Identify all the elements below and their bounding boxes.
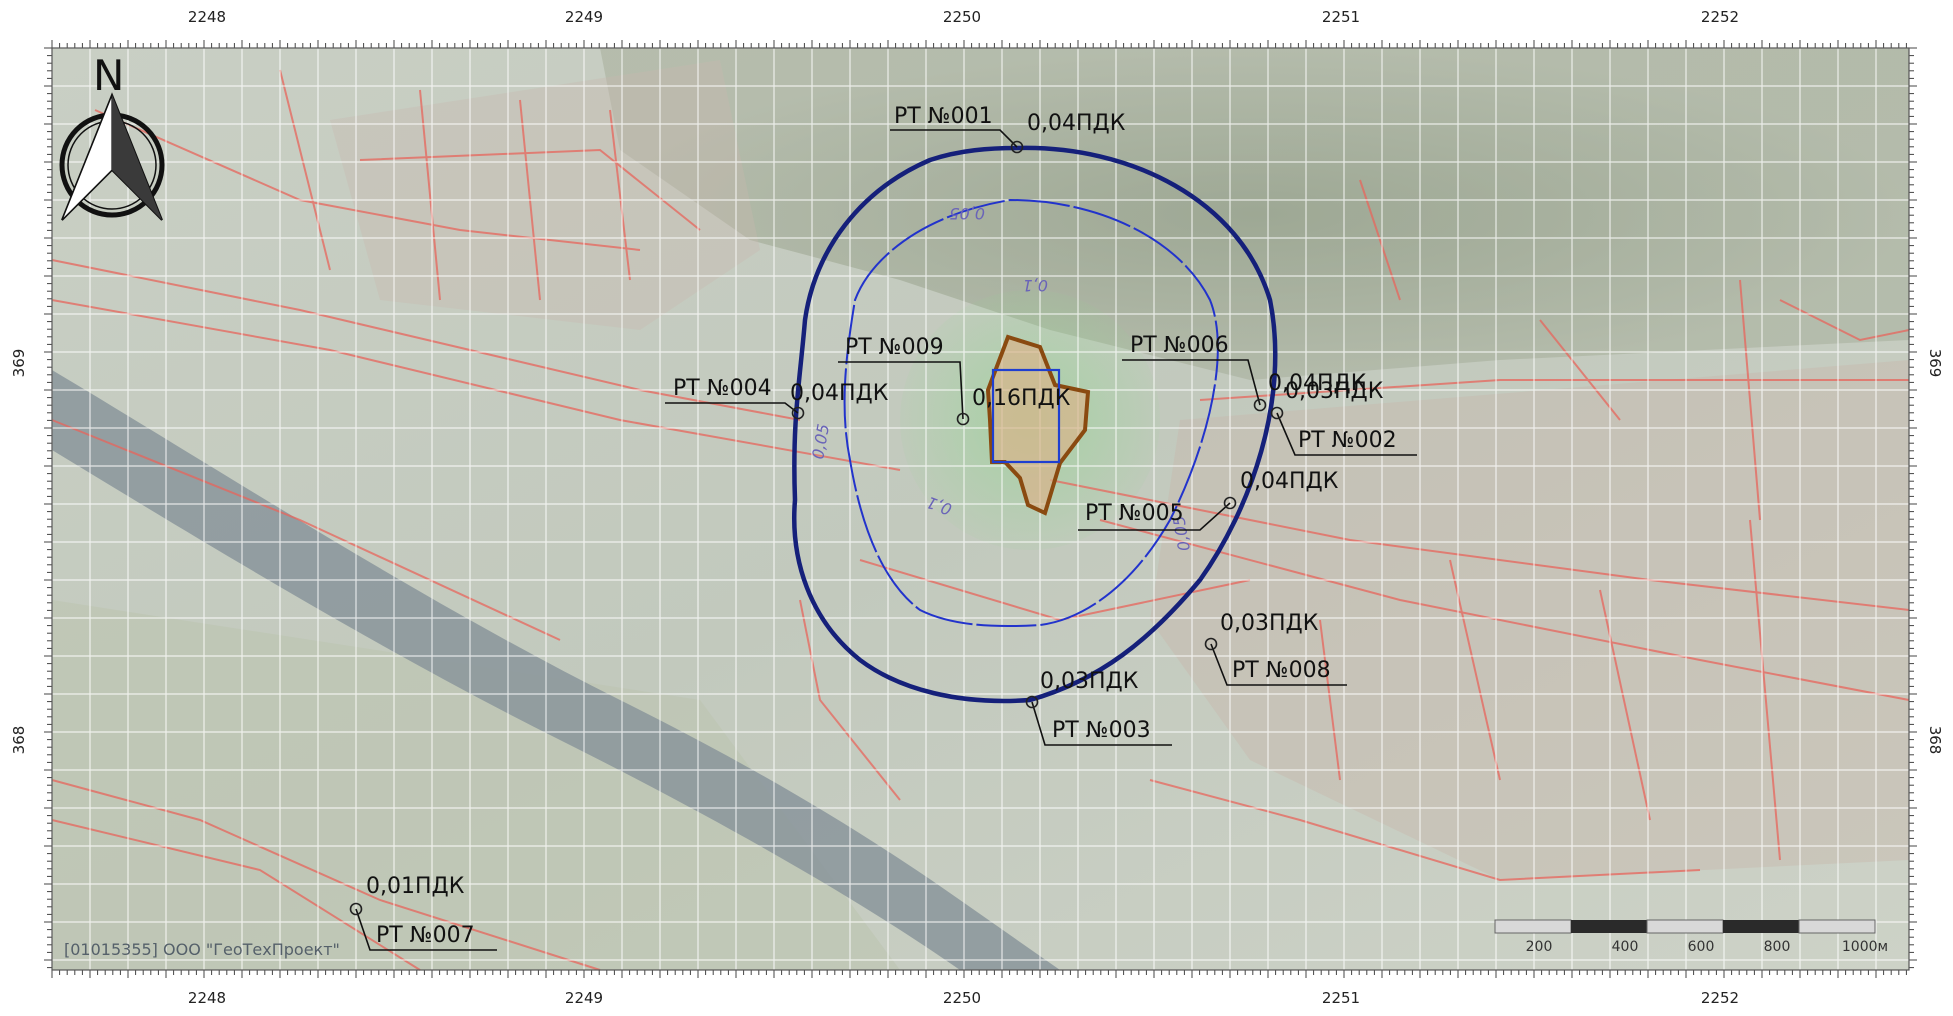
control-point-pt009: РТ №009 0,16ПДК	[838, 335, 1071, 426]
control-point-pt001: РТ №001 0,04ПДК	[890, 104, 1126, 154]
point-value: 0,03ПДК	[1040, 669, 1139, 694]
scale-label-800: 800	[1764, 939, 1791, 955]
isoline-label-outer-top: 0,05	[949, 204, 985, 223]
point-name: РТ №005	[1085, 501, 1184, 526]
grid-label-top-2249: 2249	[565, 8, 603, 26]
control-points: РТ №001 0,04ПДК РТ №002 0,03ПДК РТ №003 0,03П…	[349, 104, 1417, 951]
scale-label-1000: 1000м	[1842, 939, 1888, 955]
point-marker-icon[interactable]	[1253, 398, 1267, 412]
point-value: 0,04ПДК	[1027, 111, 1126, 136]
point-name: РТ №002	[1298, 428, 1397, 453]
grid-label-top-2252: 2252	[1701, 8, 1739, 26]
point-value: 0,16ПДК	[972, 386, 1071, 411]
point-marker-icon[interactable]	[791, 406, 805, 420]
point-name: РТ №001	[894, 104, 993, 129]
point-value: 0,01ПДК	[366, 874, 465, 899]
point-marker-icon[interactable]	[1025, 695, 1039, 709]
grid-label-right-369: 369	[1926, 349, 1944, 378]
coordinate-grid	[51, 47, 1909, 970]
leader-line	[1122, 359, 1261, 406]
isoline-inner	[843, 198, 1219, 628]
isolines	[792, 145, 1278, 704]
point-name: РТ №008	[1232, 658, 1331, 683]
scale-label-600: 600	[1688, 939, 1715, 955]
control-point-pt006: РТ №006 0,04ПДК	[1122, 333, 1367, 412]
point-marker-icon[interactable]	[1204, 637, 1218, 651]
point-marker-icon[interactable]	[956, 412, 970, 426]
grid-label-bottom-2248: 2248	[188, 989, 226, 1007]
map-imagery	[52, 48, 1909, 970]
grid-label-right-368: 368	[1926, 726, 1944, 755]
control-point-pt008: РТ №008 0,03ПДК	[1204, 611, 1347, 686]
source-polygon	[985, 334, 1091, 516]
grid-label-top-2251: 2251	[1322, 8, 1360, 26]
point-marker-icon[interactable]	[349, 902, 363, 916]
grid-label-bottom-2252: 2252	[1701, 989, 1739, 1007]
grid-label-top-2250: 2250	[943, 8, 981, 26]
isoline-outer	[792, 145, 1278, 704]
point-name: РТ №009	[845, 335, 944, 360]
grid-label-bottom-2249: 2249	[565, 989, 603, 1007]
point-value: 0,03ПДК	[1285, 379, 1384, 404]
north-arrow: N	[59, 51, 165, 221]
frame-ticks	[44, 40, 1917, 978]
leader-line	[1031, 701, 1172, 746]
point-marker-icon[interactable]	[1270, 406, 1284, 420]
scale-bar: 200 400 600 800 1000м	[1494, 919, 1888, 955]
point-marker-icon[interactable]	[1010, 140, 1024, 154]
point-name: РТ №007	[376, 923, 475, 948]
point-value: 0,04ПДК	[1268, 371, 1367, 396]
scale-label-400: 400	[1612, 939, 1639, 955]
leader-line	[890, 129, 1018, 148]
point-value: 0,03ПДК	[1220, 611, 1319, 636]
leader-line	[355, 908, 497, 951]
isoline-labels: 0,05 0,1 0,05 0,1 0,05	[808, 204, 1194, 553]
control-point-pt007: РТ №007 0,01ПДК	[349, 874, 497, 951]
source-rectangle	[991, 368, 1061, 464]
leader-line	[1276, 412, 1417, 456]
map-border	[51, 47, 1910, 971]
grid-labels: 2248 2248 2249 2249 2250 2250 2251 2251 2252 2252…	[10, 8, 1944, 1007]
scale-label-200: 200	[1526, 939, 1553, 955]
point-value: 0,04ПДК	[1240, 469, 1339, 494]
north-letter: N	[93, 51, 124, 100]
isoline-label-inner-top: 0,1	[1023, 276, 1048, 295]
point-name: РТ №003	[1052, 718, 1151, 743]
point-name: РТ №004	[673, 376, 772, 401]
leader-line	[838, 361, 964, 420]
copyright-text: [01015355] ООО "ГеоТехПроект"	[64, 940, 340, 959]
grid-label-left-368: 368	[10, 726, 28, 755]
control-point-pt004: РТ №004 0,04ПДК	[665, 376, 889, 420]
grid-label-bottom-2250: 2250	[943, 989, 981, 1007]
grid-label-top-2248: 2248	[188, 8, 226, 26]
grid-label-left-369: 369	[10, 349, 28, 378]
point-name: РТ №006	[1130, 333, 1229, 358]
point-marker-icon[interactable]	[1223, 496, 1237, 510]
leader-line	[1210, 643, 1347, 686]
emission-source	[985, 334, 1091, 516]
control-point-pt005: РТ №005 0,04ПДК	[1078, 469, 1339, 531]
point-value: 0,04ПДК	[790, 381, 889, 406]
control-point-pt002: РТ №002 0,03ПДК	[1270, 379, 1417, 456]
leader-line	[1078, 502, 1231, 531]
grid-label-bottom-2251: 2251	[1322, 989, 1360, 1007]
control-point-pt003: РТ №003 0,03ПДК	[1025, 669, 1172, 746]
